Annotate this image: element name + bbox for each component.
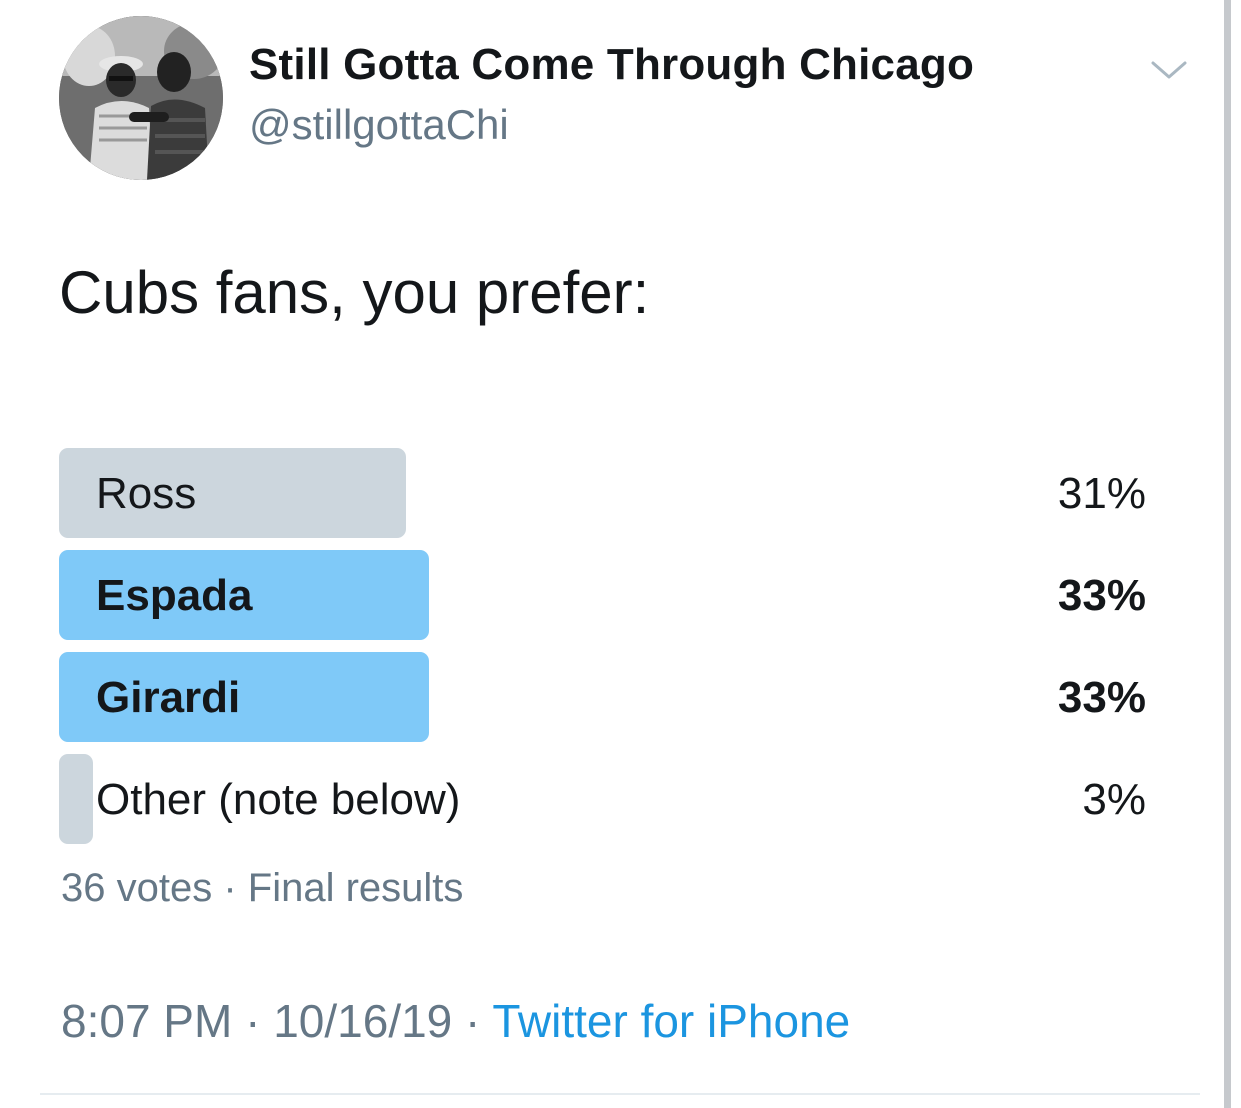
user-handle[interactable]: @stillgottaChi: [249, 101, 509, 148]
chevron-down-icon[interactable]: [1149, 55, 1189, 85]
poll-option-percent: 3%: [1082, 775, 1146, 824]
poll-summary: 36 votes · Final results: [61, 866, 463, 911]
separator: ·: [245, 995, 261, 1047]
source-link[interactable]: Twitter for iPhone: [492, 995, 851, 1047]
separator: ·: [223, 866, 237, 910]
poll-option-label: Other (note below): [96, 775, 461, 824]
poll-option-percent: 31%: [1057, 469, 1146, 518]
poll-option-percent: 33%: [1057, 571, 1146, 620]
poll-status: Final results: [247, 866, 464, 910]
divider: [40, 1093, 1200, 1095]
poll-option-label: Girardi: [96, 673, 241, 722]
poll-option-label: Espada: [96, 571, 253, 620]
poll-bar: [59, 652, 429, 742]
poll-option: Espada 33%: [59, 550, 1146, 640]
poll-option: Girardi 33%: [59, 652, 1146, 742]
avatar[interactable]: [59, 16, 223, 180]
tweet-date: 10/16/19: [273, 995, 453, 1047]
scrollbar[interactable]: [1224, 0, 1231, 1108]
tweet-text: Cubs fans, you prefer:: [59, 259, 650, 326]
poll-bar: [59, 550, 429, 640]
poll-bar: [59, 754, 93, 844]
tweet-time: 8:07 PM: [61, 995, 233, 1047]
separator: ·: [465, 995, 481, 1047]
poll-bar: [59, 448, 407, 538]
tweet-metadata: 8:07 PM · 10/16/19 · Twitter for iPhone: [61, 994, 850, 1048]
profile-photo-icon: [59, 16, 223, 180]
poll-option-percent: 33%: [1057, 673, 1146, 722]
poll-option: Ross 31%: [59, 448, 1146, 538]
vote-count: 36 votes: [61, 866, 213, 910]
display-name[interactable]: Still Gotta Come Through Chicago: [249, 40, 975, 89]
poll-option-label: Ross: [96, 469, 197, 518]
poll-option: Other (note below) 3%: [59, 754, 1146, 844]
